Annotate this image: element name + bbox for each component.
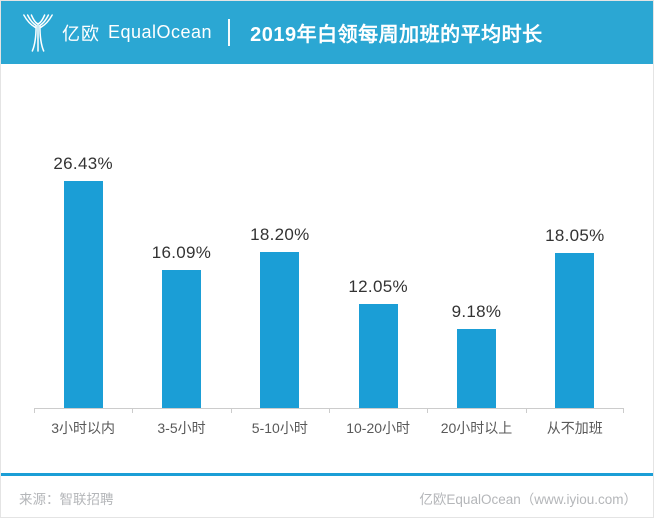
axis-tick — [329, 408, 330, 413]
footer-divider-line — [1, 473, 653, 476]
bar — [456, 329, 496, 408]
bar — [555, 252, 595, 408]
bar — [161, 269, 201, 408]
x-axis-label: 10-20小时 — [346, 420, 411, 436]
axis-tick — [427, 408, 429, 413]
x-axis-label: 20小时以上 — [440, 420, 513, 436]
brand-name-cn: 亿欧 — [62, 23, 100, 44]
bar-slot: 9.18% — [427, 151, 525, 408]
equalocean-tree-icon — [23, 13, 53, 52]
axis-tick — [34, 408, 35, 413]
bar-slot: 18.20% — [231, 151, 329, 408]
x-axis-label: 3-5小时 — [157, 420, 206, 436]
axis-tick — [623, 408, 624, 413]
bar-value-label: 9.18% — [451, 302, 502, 322]
bar — [358, 304, 398, 408]
bar-slot: 16.09% — [132, 151, 230, 408]
axis-tick — [132, 408, 134, 413]
bar — [63, 180, 103, 408]
header-band: 亿欧 EqualOcean 2019年白领每周加班的平均时长 — [1, 1, 653, 64]
bar-chart: 26.43% 16.09% 18.20% 12.05% 9.18% 18.05% — [34, 151, 624, 413]
source-note: 来源：智联招聘 — [19, 492, 114, 507]
page-title: 2019年白领每周加班的平均时长 — [250, 24, 543, 46]
bar-slot: 18.05% — [526, 151, 624, 408]
x-axis-labels: 3小时以内 3-5小时 5-10小时 10-20小时 20小时以上 从不加班 — [34, 418, 624, 438]
x-axis-label: 3小时以内 — [51, 420, 116, 436]
axis-tick — [525, 408, 527, 413]
brand-name-en: EqualOcean — [108, 22, 213, 42]
bar-slot: 26.43% — [34, 151, 132, 408]
bar-value-label: 26.43% — [53, 153, 113, 173]
bar — [260, 251, 300, 408]
bar-value-label: 12.05% — [348, 277, 408, 297]
brand-logo: 亿欧 EqualOcean — [21, 13, 213, 52]
bar-value-label: 16.09% — [151, 242, 212, 262]
x-axis-label: 5-10小时 — [251, 420, 308, 436]
axis-tick — [230, 408, 232, 413]
bar-value-label: 18.20% — [250, 224, 310, 244]
bar-value-label: 18.05% — [545, 225, 605, 245]
header-divider — [228, 19, 231, 46]
x-axis-label: 从不加班 — [546, 420, 603, 436]
brand-credit: 亿欧EqualOcean（www.iyiou.com） — [419, 492, 637, 507]
bar-slot: 12.05% — [329, 151, 427, 408]
